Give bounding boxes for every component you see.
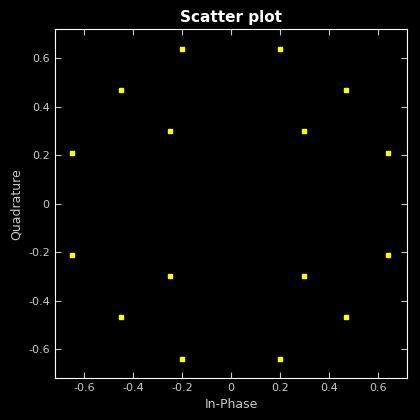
Channel 1	[385, 150, 390, 155]
Channel 1	[278, 356, 283, 361]
Channel 1	[302, 129, 307, 134]
Channel 1	[118, 315, 123, 320]
X-axis label: In-Phase: In-Phase	[204, 399, 258, 412]
Line: Channel 1: Channel 1	[70, 47, 390, 361]
Y-axis label: Quadrature: Quadrature	[9, 168, 22, 239]
Channel 1	[167, 274, 172, 279]
Channel 1	[179, 46, 184, 51]
Channel 1	[179, 356, 184, 361]
Channel 1	[344, 315, 349, 320]
Channel 1	[167, 129, 172, 134]
Channel 1	[302, 274, 307, 279]
Channel 1	[118, 87, 123, 92]
Channel 1	[385, 252, 390, 257]
Title: Scatter plot: Scatter plot	[180, 10, 282, 26]
Channel 1	[344, 87, 349, 92]
Channel 1	[278, 46, 283, 51]
Channel 1	[69, 252, 74, 257]
Channel 1	[69, 150, 74, 155]
